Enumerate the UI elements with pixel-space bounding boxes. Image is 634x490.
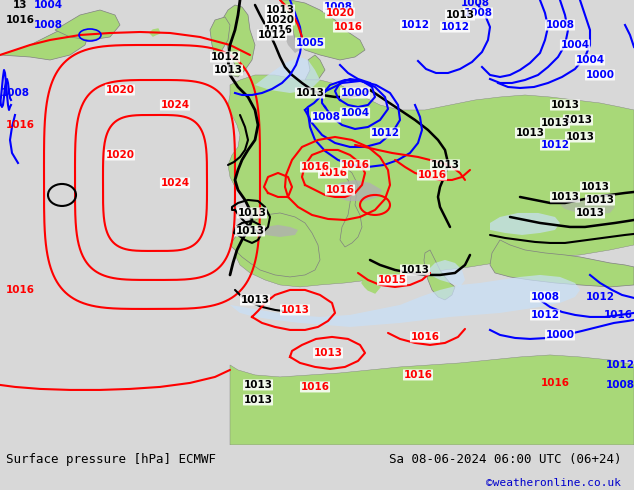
Text: 1016: 1016 <box>6 285 34 295</box>
Text: 1013: 1013 <box>550 192 579 202</box>
Polygon shape <box>280 0 365 60</box>
Text: 1013: 1013 <box>430 160 460 170</box>
Text: 1016: 1016 <box>333 22 363 32</box>
Text: 1004: 1004 <box>560 40 590 50</box>
Text: 1013: 1013 <box>266 5 295 15</box>
Text: 1004: 1004 <box>34 0 63 10</box>
Polygon shape <box>210 17 230 57</box>
Text: 1020: 1020 <box>105 85 134 95</box>
Text: 1020: 1020 <box>325 8 354 18</box>
Text: 1013: 1013 <box>541 118 569 128</box>
Text: 1016: 1016 <box>6 15 34 25</box>
Text: 1016: 1016 <box>541 378 569 388</box>
Text: 1013: 1013 <box>564 115 593 125</box>
Text: 1013: 1013 <box>243 395 273 405</box>
Polygon shape <box>255 57 320 93</box>
Text: 1008: 1008 <box>460 0 489 8</box>
Polygon shape <box>230 275 580 327</box>
Text: 1016: 1016 <box>410 332 439 342</box>
Text: 1012: 1012 <box>210 52 240 62</box>
Text: 1013: 1013 <box>280 305 309 315</box>
Polygon shape <box>280 15 300 53</box>
Text: 1013: 1013 <box>581 182 609 192</box>
Polygon shape <box>150 29 160 36</box>
Text: 1013: 1013 <box>566 132 595 142</box>
Text: 1013: 1013 <box>235 226 264 236</box>
Text: 1013: 1013 <box>240 295 269 305</box>
Text: 1013: 1013 <box>243 380 273 390</box>
Text: 1000: 1000 <box>545 330 574 340</box>
Polygon shape <box>490 240 634 287</box>
Text: 1016: 1016 <box>604 310 633 320</box>
Text: 1016: 1016 <box>264 25 292 35</box>
Text: 1008: 1008 <box>463 8 493 18</box>
Text: 1016: 1016 <box>301 162 330 172</box>
Text: 1008: 1008 <box>1 88 30 98</box>
Text: 1012: 1012 <box>441 22 470 32</box>
Text: 1004: 1004 <box>340 108 370 118</box>
Polygon shape <box>424 250 455 300</box>
Polygon shape <box>305 55 325 80</box>
Text: 1016: 1016 <box>325 185 354 195</box>
Text: 1013: 1013 <box>214 65 242 75</box>
Polygon shape <box>228 75 634 287</box>
Polygon shape <box>222 5 255 77</box>
Text: 1016: 1016 <box>418 170 446 180</box>
Text: 1016: 1016 <box>301 382 330 392</box>
Text: 1013: 1013 <box>586 195 614 205</box>
Text: 1016: 1016 <box>403 370 432 380</box>
Text: 1013: 1013 <box>515 128 545 138</box>
Text: 1000: 1000 <box>340 88 370 98</box>
Text: 1020: 1020 <box>105 150 134 160</box>
Text: 1012: 1012 <box>370 128 399 138</box>
Polygon shape <box>362 275 380 293</box>
Polygon shape <box>340 167 362 247</box>
Text: 1008: 1008 <box>323 2 353 12</box>
Text: 1013: 1013 <box>401 265 429 275</box>
Text: 1016: 1016 <box>6 120 34 130</box>
Text: 1012: 1012 <box>257 30 287 40</box>
Text: 1016: 1016 <box>340 160 370 170</box>
Polygon shape <box>255 225 298 237</box>
Text: Surface pressure [hPa] ECMWF: Surface pressure [hPa] ECMWF <box>6 453 216 466</box>
Text: 1012: 1012 <box>401 20 429 30</box>
Text: 1012: 1012 <box>531 310 559 320</box>
Text: 1012: 1012 <box>541 140 569 150</box>
Polygon shape <box>428 260 465 287</box>
Text: 1000: 1000 <box>586 70 614 80</box>
Text: ©weatheronline.co.uk: ©weatheronline.co.uk <box>486 478 621 488</box>
Text: 1012: 1012 <box>605 360 634 370</box>
Text: 13: 13 <box>13 0 27 10</box>
Polygon shape <box>560 197 615 215</box>
Text: 1008: 1008 <box>545 20 574 30</box>
Text: 1013: 1013 <box>446 10 474 20</box>
Text: 1005: 1005 <box>295 38 325 48</box>
Text: 1013: 1013 <box>576 208 604 218</box>
Polygon shape <box>55 10 120 40</box>
Polygon shape <box>0 25 90 60</box>
Text: 1020: 1020 <box>266 15 295 25</box>
Text: 1008: 1008 <box>531 292 559 302</box>
Polygon shape <box>230 355 634 445</box>
Text: 1008: 1008 <box>311 112 340 122</box>
Text: 1016: 1016 <box>318 168 347 178</box>
Text: 1004: 1004 <box>576 55 605 65</box>
Text: 1024: 1024 <box>160 178 190 188</box>
Text: Sa 08-06-2024 06:00 UTC (06+24): Sa 08-06-2024 06:00 UTC (06+24) <box>389 453 621 466</box>
Text: 1013: 1013 <box>295 88 325 98</box>
Polygon shape <box>490 213 560 235</box>
Text: 1008: 1008 <box>34 20 63 30</box>
Polygon shape <box>230 213 320 277</box>
Text: 1008: 1008 <box>605 380 634 390</box>
Text: 1013: 1013 <box>238 208 266 218</box>
Text: 1015: 1015 <box>377 275 406 285</box>
Text: 1012: 1012 <box>586 292 614 302</box>
Text: 1013: 1013 <box>550 100 579 110</box>
Text: 1013: 1013 <box>313 348 342 358</box>
Text: 1024: 1024 <box>160 100 190 110</box>
Polygon shape <box>330 180 382 201</box>
